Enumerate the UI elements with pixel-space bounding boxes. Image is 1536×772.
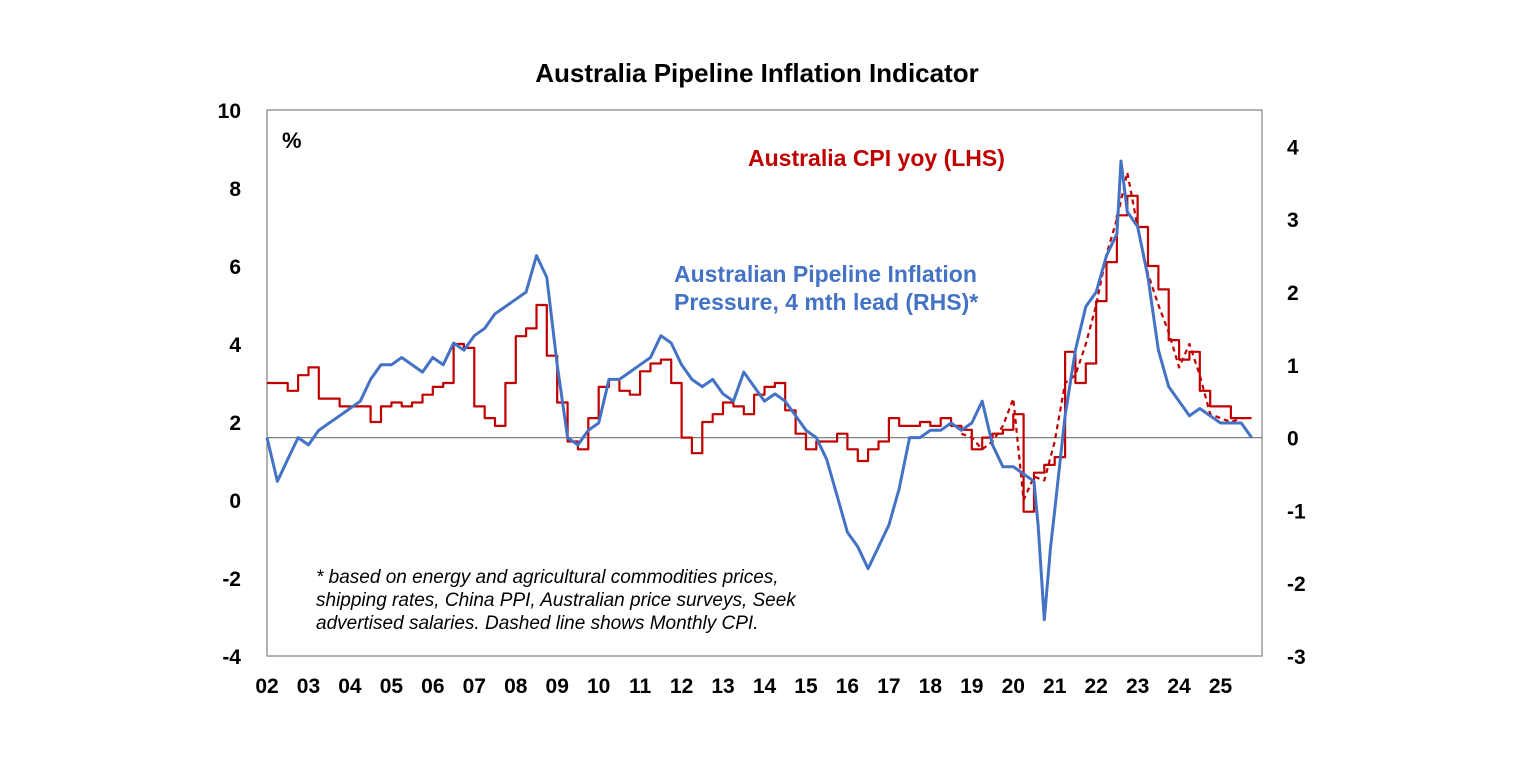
legend-label-pipeline-line1: Australian Pipeline Inflation [674,261,977,287]
y-unit-label: % [282,128,302,153]
x-tick-label: 12 [670,675,693,698]
y-left-tick-label: 2 [229,412,241,435]
x-tick-label: 14 [753,675,777,698]
y-left-tick-label: 4 [229,334,241,357]
footnote-line-1: * based on energy and agricultural commo… [316,567,779,588]
y-axis-right: -3 -2 -1 0 1 2 3 4 [1287,136,1306,669]
y-left-tick-label: 6 [229,256,241,279]
x-tick-label: 22 [1084,675,1107,698]
x-tick-label: 20 [1002,675,1025,698]
y-left-tick-label: 8 [229,178,241,201]
footnote-line-3: advertised salaries. Dashed line shows M… [316,613,758,634]
legend-label-pipeline-line2: Pressure, 4 mth lead (RHS)* [674,289,978,315]
y-right-tick-label: 1 [1287,355,1299,378]
y-right-tick-label: -2 [1287,573,1306,596]
series-line-2 [265,159,1253,622]
y-right-tick-label: 0 [1287,428,1299,451]
x-tick-label: 13 [711,675,734,698]
x-tick-label: 24 [1167,675,1191,698]
y-right-tick-label: 3 [1287,209,1299,232]
x-axis: 02 03 04 05 06 07 08 09 10 11 12 13 14 15 16 17 18 19 20 21… [255,675,1232,698]
x-tick-label: 18 [919,675,943,698]
y-left-tick-label: 10 [218,100,241,123]
y-right-tick-label: -1 [1287,500,1306,523]
y-left-tick-label: 0 [229,490,241,513]
series-layer [265,159,1253,622]
x-tick-label: 19 [960,675,983,698]
series-line-1 [961,171,1242,502]
x-tick-label: 03 [297,675,320,698]
y-right-tick-label: -3 [1287,646,1306,669]
x-tick-label: 06 [421,675,444,698]
y-right-tick-label: 4 [1287,136,1299,159]
x-tick-label: 04 [338,675,362,698]
x-tick-label: 25 [1209,675,1233,698]
chart-title: Australia Pipeline Inflation Indicator [535,58,979,88]
x-tick-label: 02 [255,675,278,698]
x-tick-label: 08 [504,675,528,698]
x-tick-label: 07 [463,675,486,698]
x-tick-label: 09 [546,675,569,698]
legend-label-cpi: Australia CPI yoy (LHS) [748,145,1005,171]
y-left-tick-label: -2 [222,568,241,591]
x-tick-label: 16 [836,675,859,698]
x-tick-label: 21 [1043,675,1067,698]
x-tick-label: 10 [587,675,610,698]
x-tick-label: 11 [629,675,652,698]
y-right-tick-label: 2 [1287,282,1299,305]
x-tick-label: 15 [794,675,818,698]
x-tick-label: 17 [877,675,900,698]
x-tick-label: 23 [1126,675,1149,698]
series-line-0 [267,194,1252,513]
y-axis-left: -4 -2 0 2 4 6 8 10 [218,100,242,669]
y-left-tick-label: -4 [222,646,241,669]
footnote-line-2: shipping rates, China PPI, Australian pr… [316,590,797,611]
x-tick-label: 05 [380,675,404,698]
